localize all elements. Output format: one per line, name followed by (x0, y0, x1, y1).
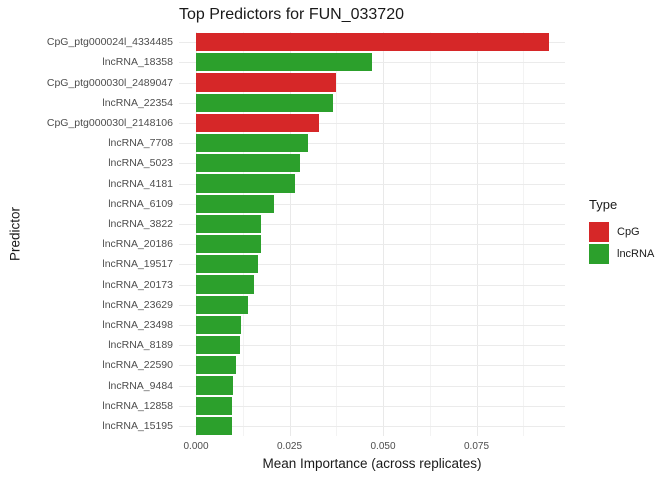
x-tick-label: 0.025 (276, 441, 303, 452)
bar (196, 376, 234, 395)
gridline-minor (429, 32, 431, 436)
plot-panel (179, 32, 565, 436)
y-tick-label: lncRNA_6109 (108, 197, 173, 210)
gridline-major (196, 32, 197, 436)
gridline-row (179, 345, 565, 347)
gridline-row (179, 324, 565, 326)
gridline-row (179, 244, 565, 246)
legend-item: lncRNA (589, 244, 654, 264)
bar (196, 154, 300, 173)
x-axis-labels: 0.000 0.025 0.050 0.075 (0, 441, 672, 455)
y-tick-label: lncRNA_3822 (108, 217, 173, 230)
gridline-row (179, 284, 565, 286)
y-tick-label: CpG_ptg000030l_2148106 (46, 116, 173, 129)
y-tick-label: lncRNA_22354 (102, 96, 173, 109)
y-tick-label: lncRNA_22590 (102, 359, 173, 372)
bar (196, 134, 308, 153)
gridline-minor (523, 32, 525, 436)
bar (196, 336, 240, 355)
legend-label: CpG (617, 226, 640, 238)
bar (196, 33, 549, 52)
gridline-row (179, 82, 565, 84)
bar (196, 295, 248, 314)
y-axis-labels: CpG_ptg000024l_4334485 lncRNA_18358 CpG_pt… (0, 32, 173, 436)
legend-item: CpG (589, 222, 654, 242)
y-tick-label: CpG_ptg000024l_4334485 (46, 36, 173, 49)
gridline-row (179, 405, 565, 407)
legend: Type CpG lncRNA (589, 197, 654, 266)
bar (196, 396, 233, 415)
gridline-major (289, 32, 291, 436)
y-tick-label: lncRNA_20173 (102, 278, 173, 291)
bar (196, 174, 295, 193)
x-tick-label: 0.000 (183, 441, 209, 452)
gridline-row (179, 304, 565, 306)
bar (196, 255, 259, 274)
y-tick-label: lncRNA_9484 (108, 379, 173, 392)
x-axis-title: Mean Importance (across replicates) (262, 456, 482, 471)
gridline-row (179, 385, 565, 387)
y-tick-label: lncRNA_4181 (108, 177, 173, 190)
chart-title: Top Predictors for FUN_033720 (179, 6, 404, 23)
y-tick-label: lncRNA_8189 (108, 339, 173, 352)
gridline-row (179, 163, 565, 165)
gridline-row (179, 264, 565, 266)
gridline-row (179, 102, 565, 104)
gridline-row (179, 183, 565, 185)
legend-label: lncRNA (617, 248, 655, 260)
gridline-minor (242, 32, 244, 436)
bar (196, 53, 373, 72)
bar (196, 356, 236, 375)
gridline-major (383, 32, 384, 436)
y-tick-label: lncRNA_15195 (102, 419, 173, 432)
legend-swatch-lncrna (589, 244, 609, 264)
bar (196, 113, 320, 132)
gridline-minor (336, 32, 338, 436)
y-tick-label: lncRNA_5023 (108, 157, 173, 170)
gridline-major (476, 32, 478, 436)
y-tick-label: lncRNA_7708 (108, 137, 173, 150)
y-tick-label: lncRNA_23498 (102, 318, 173, 331)
y-tick-label: CpG_ptg000030l_2489047 (46, 76, 173, 89)
gridline-row (179, 425, 565, 427)
bar (196, 416, 232, 435)
x-tick-label: 0.050 (370, 441, 396, 452)
bar (196, 235, 262, 254)
y-tick-label: lncRNA_20186 (102, 238, 173, 251)
y-tick-label: lncRNA_18358 (102, 56, 173, 69)
x-tick-label: 0.075 (463, 441, 490, 452)
gridline-row (179, 143, 565, 145)
bar (196, 93, 333, 112)
legend-title: Type (589, 197, 618, 212)
legend-swatch-cpg (589, 222, 609, 242)
gridline-row (179, 365, 565, 367)
bar (196, 214, 262, 233)
gridline-row (179, 122, 565, 124)
gridline-row (179, 203, 565, 205)
bar (196, 194, 275, 213)
bar (196, 73, 336, 92)
bar (196, 275, 255, 294)
gridline-row (179, 223, 565, 225)
y-tick-label: lncRNA_12858 (102, 399, 173, 412)
legend-items: CpG lncRNA (589, 222, 654, 264)
bar (196, 315, 241, 334)
y-tick-label: lncRNA_23629 (102, 298, 173, 311)
y-tick-label: lncRNA_19517 (102, 258, 173, 271)
